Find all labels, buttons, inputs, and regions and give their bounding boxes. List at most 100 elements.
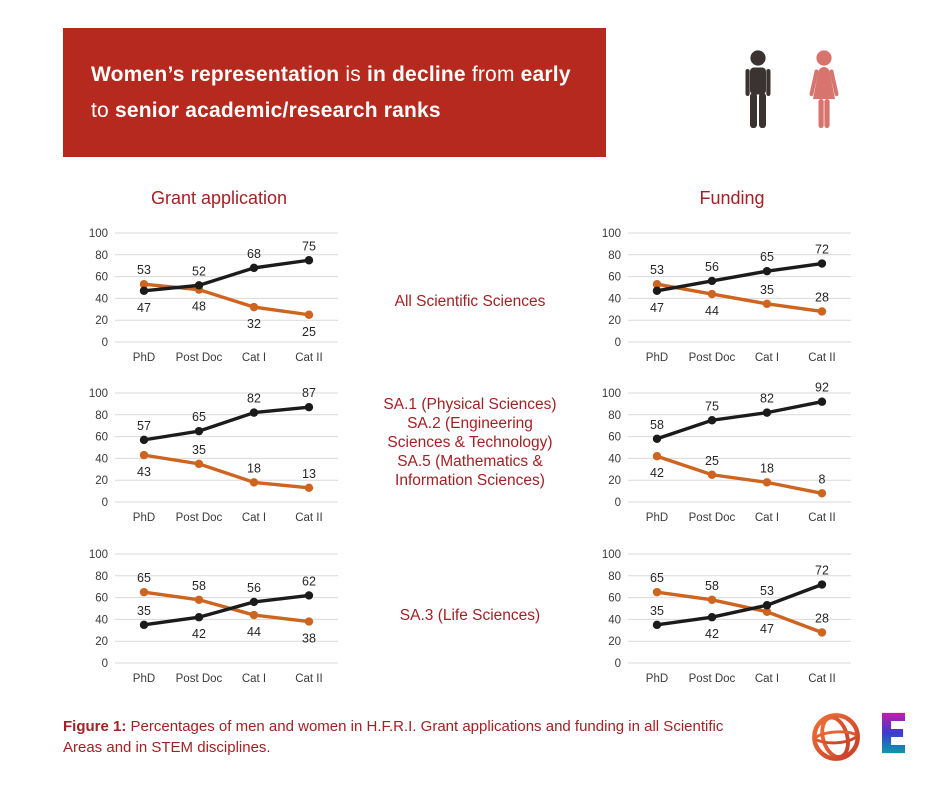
column-title-funding: Funding — [699, 188, 765, 208]
data-label: 65 — [137, 571, 151, 585]
data-label: 47 — [760, 622, 774, 636]
data-label: 42 — [650, 466, 664, 480]
men-marker — [817, 580, 827, 589]
x-tick-label: Cat II — [808, 352, 835, 364]
y-tick-label: 0 — [615, 497, 621, 509]
men-line — [143, 405, 310, 442]
y-tick-label: 100 — [602, 549, 621, 561]
grant-stem-plot: 100 80 60 40 20 0 PhD Post Doc Cat I Cat II 57 65 82… — [89, 386, 338, 524]
women-marker — [304, 617, 314, 626]
y-tick-label: 100 — [602, 388, 621, 400]
y-tick-label: 20 — [608, 636, 621, 648]
y-tick-label: 0 — [615, 337, 621, 349]
men-marker — [762, 266, 772, 276]
women-marker — [817, 628, 827, 637]
y-tick-label: 80 — [95, 571, 108, 583]
x-tick-label: Cat I — [242, 352, 266, 364]
men-marker — [707, 613, 717, 622]
figure-caption: Figure 1: Percentages of men and women i… — [63, 716, 758, 758]
headline-banner: Women’s representation is in decline fro… — [63, 28, 606, 157]
data-label: 82 — [247, 392, 261, 406]
women-marker — [249, 478, 259, 487]
x-tick-label: PhD — [646, 673, 668, 685]
data-label: 44 — [247, 625, 261, 639]
data-label: 65 — [760, 250, 774, 264]
men-marker — [762, 408, 772, 417]
men-marker — [652, 434, 662, 443]
x-tick-label: Cat II — [295, 352, 322, 364]
data-label: 65 — [192, 410, 206, 424]
data-label: 72 — [815, 564, 829, 578]
data-label: 53 — [650, 263, 664, 277]
funding-all-sciences-chart: 100 80 60 40 20 0 PhD Post Doc Cat I Cat II 47 56 65… — [601, 221, 863, 373]
women-line — [143, 590, 310, 624]
data-label: 65 — [650, 571, 664, 585]
y-tick-label: 60 — [608, 272, 621, 284]
data-label: 92 — [815, 381, 829, 395]
x-tick-label: Cat I — [755, 673, 779, 685]
data-label: 58 — [192, 579, 206, 593]
y-tick-label: 80 — [608, 250, 621, 262]
column-title-grant-application: Grant application — [150, 188, 288, 208]
data-label: 82 — [760, 392, 774, 406]
row-label-line: SA.1 (Physical Sciences) — [383, 396, 557, 413]
data-label: 56 — [705, 260, 719, 274]
x-tick-label: Post Doc — [176, 352, 223, 364]
women-marker — [249, 610, 259, 620]
men-line — [656, 582, 823, 627]
y-tick-label: 20 — [95, 475, 108, 487]
women-marker — [249, 302, 259, 312]
women-marker — [652, 280, 662, 289]
data-label: 18 — [247, 461, 261, 475]
man-icon — [745, 50, 771, 128]
y-tick-label: 40 — [608, 453, 621, 465]
men-marker — [817, 397, 827, 406]
y-tick-label: 60 — [95, 272, 108, 284]
men-line — [143, 258, 310, 293]
y-tick-label: 100 — [602, 228, 621, 240]
data-label: 57 — [137, 419, 151, 433]
data-label: 8 — [818, 472, 825, 486]
data-label: 58 — [705, 579, 719, 593]
men-line — [143, 593, 310, 627]
women-marker — [652, 452, 662, 461]
y-tick-label: 40 — [608, 293, 621, 305]
row-label-line: All Scientific Sciences — [394, 293, 546, 310]
data-label: 43 — [137, 465, 151, 479]
data-label: 42 — [192, 627, 206, 641]
men-line — [656, 261, 823, 293]
grant-life-sciences-plot: 100 80 60 40 20 0 PhD Post Doc Cat I Cat II 35 42 56… — [89, 549, 338, 685]
x-tick-label: Post Doc — [689, 352, 736, 364]
women-line — [656, 282, 823, 314]
y-tick-label: 100 — [89, 549, 108, 561]
grant-all-sciences-chart: 100 80 60 40 20 0 PhD Post Doc Cat I Cat II 47 52 68… — [88, 221, 350, 373]
x-tick-label: Cat I — [242, 673, 266, 685]
data-label: 52 — [192, 264, 206, 278]
y-tick-label: 20 — [95, 315, 108, 327]
women-marker — [304, 310, 314, 319]
grant-all-sciences-plot: 100 80 60 40 20 0 PhD Post Doc Cat I Cat II 47 52 68… — [89, 228, 338, 364]
x-tick-label: Post Doc — [176, 673, 223, 685]
x-tick-label: Post Doc — [176, 512, 223, 524]
y-tick-label: 20 — [95, 636, 108, 648]
women-marker — [304, 483, 314, 493]
row-label-line: Information Sciences) — [395, 472, 545, 489]
y-tick-label: 40 — [95, 453, 108, 465]
women-marker — [762, 299, 772, 309]
men-marker — [139, 286, 149, 295]
y-tick-label: 80 — [95, 250, 108, 262]
y-tick-label: 80 — [95, 410, 108, 422]
women-marker — [762, 607, 772, 616]
women-marker — [652, 587, 662, 597]
headline-text: Women’s representation is in decline fro… — [91, 62, 571, 122]
women-marker — [762, 478, 772, 487]
y-tick-label: 80 — [608, 571, 621, 583]
data-label: 47 — [137, 301, 151, 315]
data-label: 35 — [650, 604, 664, 618]
data-label: 38 — [302, 632, 316, 646]
men-marker — [817, 259, 827, 268]
men-marker — [194, 426, 204, 436]
x-tick-label: PhD — [646, 512, 668, 524]
men-marker — [139, 435, 149, 445]
